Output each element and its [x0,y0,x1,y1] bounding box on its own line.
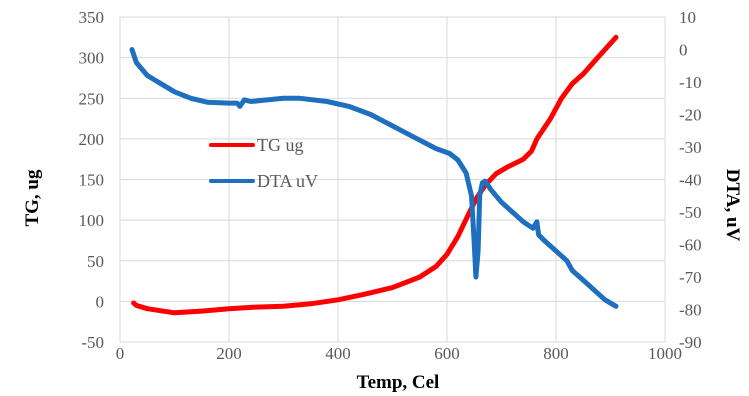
y2-tick-label: -10 [679,73,702,92]
y-tick-label: -50 [81,333,104,352]
y2-axis-title: DTA, uV [722,169,743,242]
x-tick-label: 400 [325,344,351,363]
x-axis-title: Temp, Cel [357,372,440,393]
x-tick-label: 1000 [648,344,682,363]
y-tick-label: 100 [79,211,105,230]
plot-area-border [119,16,666,343]
y-axis-ticks: -50 0 50 100 150 200 250 300 350 [79,8,105,352]
series-lines [129,34,619,316]
legend: TG ug DTA uV [209,135,318,191]
y2-tick-label: 10 [679,8,696,27]
legend-label-dta: DTA uV [257,171,318,191]
legend-label-tg: TG ug [257,135,304,155]
y-tick-label: 350 [79,8,105,27]
y-tick-label: 200 [79,130,105,149]
y2-tick-label: 0 [679,41,688,60]
y-tick-label: 300 [79,49,105,68]
series-line-tg [131,34,619,316]
y2-axis-ticks: -90 -80 -70 -60 -50 -40 -30 -20 -10 0 10 [679,8,702,352]
y-tick-label: 250 [79,89,105,108]
x-tick-label: 0 [116,344,125,363]
gridlines [119,16,666,343]
y2-tick-label: -90 [679,333,702,352]
x-tick-label: 600 [434,344,460,363]
x-tick-label: 200 [216,344,242,363]
y2-tick-label: -20 [679,106,702,125]
y2-tick-label: -80 [679,301,702,320]
series-line-dta [129,47,619,309]
y-tick-label: 0 [96,292,105,311]
x-tick-label: 800 [543,344,569,363]
y-axis-title: TG, ug [22,169,43,227]
y2-tick-label: -70 [679,268,702,287]
y2-tick-label: -40 [679,171,702,190]
y2-tick-label: -60 [679,236,702,255]
x-axis-ticks: 0 200 400 600 800 1000 [116,344,682,363]
y2-tick-label: -50 [679,203,702,222]
y-tick-label: 150 [79,171,105,190]
y-tick-label: 50 [87,252,104,271]
y2-tick-label: -30 [679,138,702,157]
